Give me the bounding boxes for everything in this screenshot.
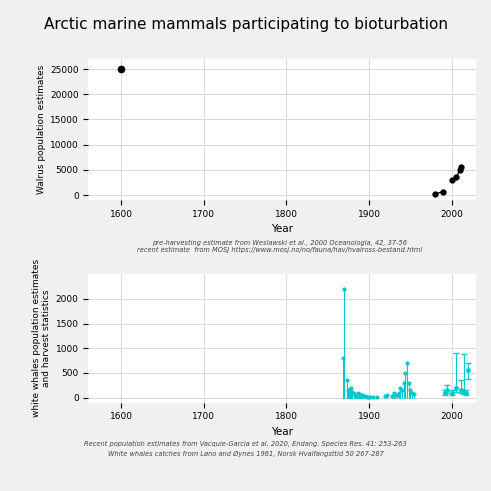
X-axis label: Year: Year bbox=[272, 427, 293, 437]
Y-axis label: Walrus population estimates: Walrus population estimates bbox=[37, 65, 46, 194]
Y-axis label: white whales population estimates
and harvest statistics: white whales population estimates and ha… bbox=[32, 259, 52, 417]
Text: recent estimate  from MOSJ https://www.mosj.no/no/fauna/hav/hvalross-bestand.htm: recent estimate from MOSJ https://www.mo… bbox=[137, 247, 422, 253]
X-axis label: Year: Year bbox=[272, 224, 293, 234]
Text: Recent population estimates from Vacquie-Garcia et al. 2020, Endang. Species Res: Recent population estimates from Vacquie… bbox=[84, 441, 407, 447]
Text: White whales catches from Løno and Øynes 1961, Norsk Hvalfangsttid 50 267-287: White whales catches from Løno and Øynes… bbox=[108, 451, 383, 457]
Text: pre-harvesting estimate from Weslawski et al., 2000 Oceanologia, 42, 37-56: pre-harvesting estimate from Weslawski e… bbox=[152, 240, 408, 246]
Text: Arctic marine mammals participating to bioturbation: Arctic marine mammals participating to b… bbox=[44, 17, 447, 32]
